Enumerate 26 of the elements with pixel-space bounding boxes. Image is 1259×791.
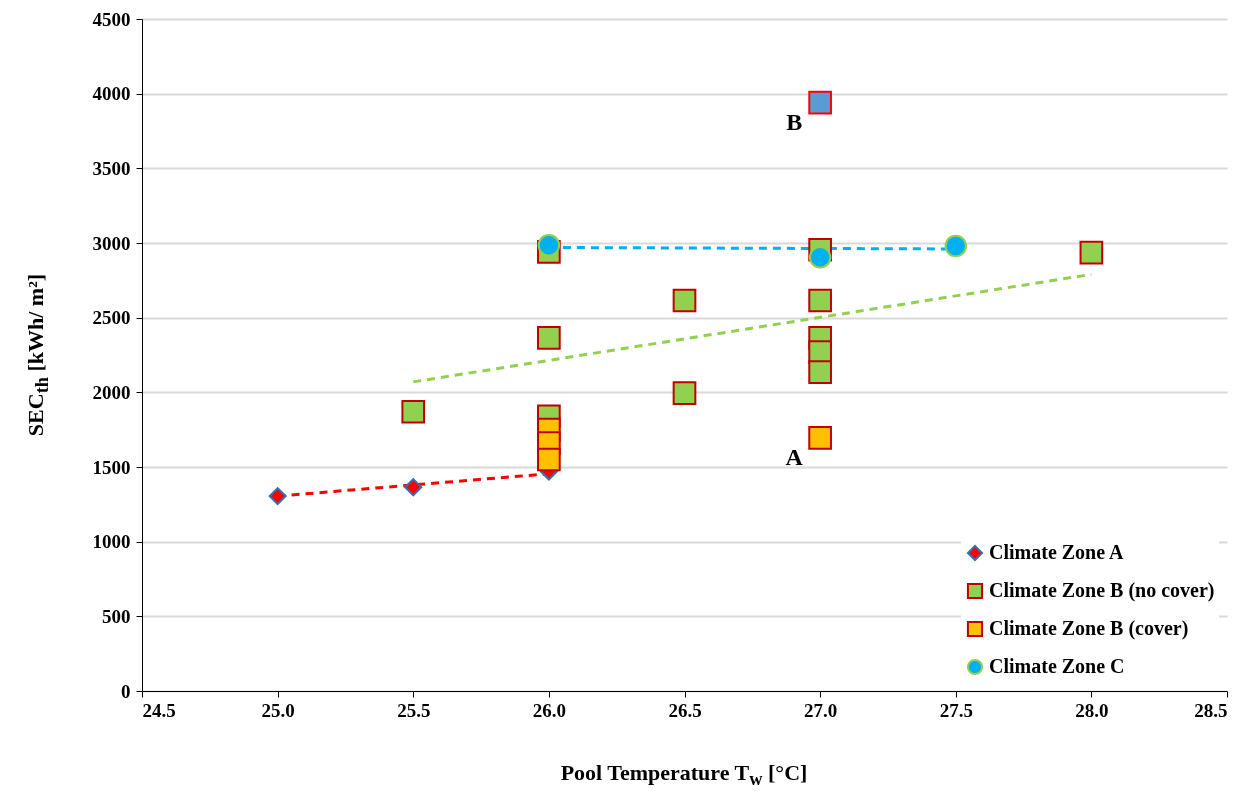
legend-label: Climate Zone B (no cover): [989, 579, 1215, 602]
x-tick-label: 27.5: [939, 699, 973, 721]
y-tick-label: 3000: [92, 232, 131, 254]
annotation: B: [786, 108, 803, 135]
x-tick-label: 25.5: [397, 699, 431, 721]
y-tick-label: 0: [121, 680, 131, 702]
x-tick-label: 28.0: [1075, 699, 1109, 721]
y-tick-label: 2500: [92, 307, 131, 329]
legend-label: Climate Zone A: [989, 541, 1124, 563]
y-tick-label: 3500: [92, 157, 131, 179]
legend-label: Climate Zone B (cover): [989, 617, 1189, 640]
x-axis-title: Pool Temperature T$_{w}$ [°C]: [560, 760, 808, 791]
y-tick-label: 500: [102, 605, 131, 627]
legend-label: Climate Zone C: [989, 655, 1125, 677]
y-tick-label: 1500: [92, 456, 131, 478]
x-tick-label: 24.5: [142, 699, 176, 721]
x-tick-label: 26.5: [668, 699, 702, 721]
y-tick-label: 2000: [92, 381, 131, 403]
annotation: A: [785, 443, 804, 470]
x-tick-label: 27.0: [804, 699, 838, 721]
y-tick-label: 4500: [92, 8, 131, 30]
x-tick-label: 25.0: [261, 699, 295, 721]
x-tick-label: 26.0: [532, 699, 566, 721]
x-tick-label: 28.5: [1194, 699, 1228, 721]
y-tick-label: 1000: [92, 531, 131, 553]
y-tick-label: 4000: [92, 83, 131, 105]
